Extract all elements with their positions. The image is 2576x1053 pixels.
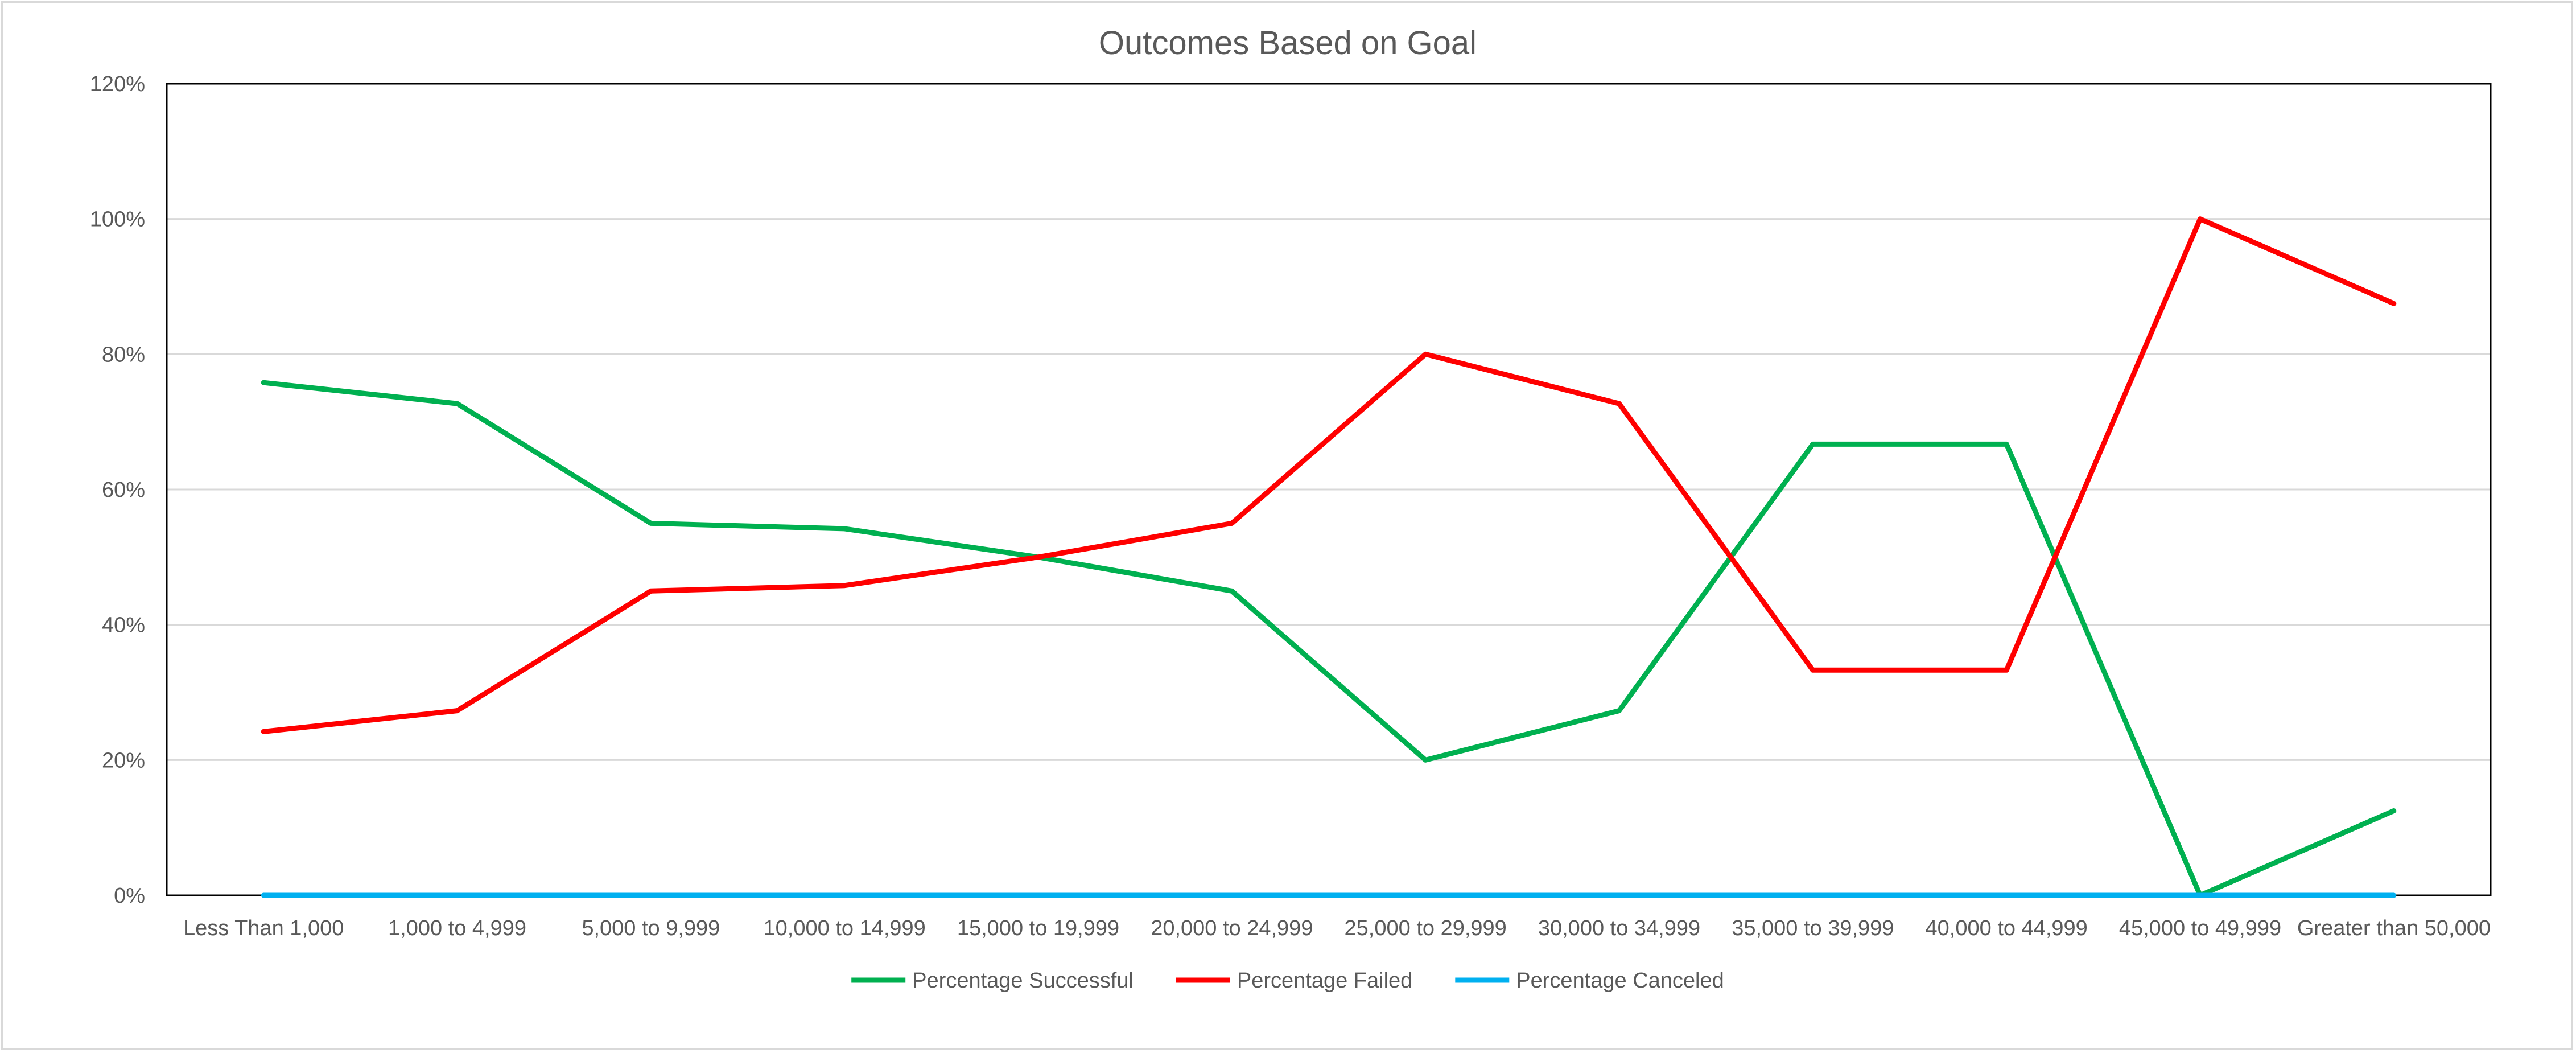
y-tick-label: 60%: [102, 478, 145, 502]
series-line: [261, 216, 2397, 734]
y-tick-label: 120%: [90, 72, 145, 96]
legend-label: Percentage Failed: [1237, 969, 1412, 993]
series-lines: [261, 216, 2397, 898]
y-tick-label: 20%: [102, 748, 145, 772]
y-tick-label: 0%: [114, 884, 145, 908]
series-line: [261, 380, 2397, 898]
x-tick-label: 35,000 to 39,999: [1732, 916, 1894, 940]
y-tick-label: 80%: [102, 343, 145, 367]
legend-label: Percentage Successful: [912, 969, 1134, 993]
x-tick-label: 40,000 to 44,999: [1926, 916, 2088, 940]
legend: Percentage Successful Percentage Failed Pe…: [851, 969, 1724, 993]
y-tick-label: 40%: [102, 614, 145, 637]
x-tick-label: Greater than 50,000: [2297, 916, 2491, 940]
x-tick-label: 10,000 to 14,999: [764, 916, 926, 940]
y-tick-label: 100%: [90, 208, 145, 232]
chart-title: Outcomes Based on Goal: [1099, 24, 1477, 61]
y-axis-ticks: 0% 20% 40% 60% 80% 100% 120%: [90, 72, 145, 908]
x-tick-label: 45,000 to 49,999: [2119, 916, 2281, 940]
x-tick-label: 30,000 to 34,999: [1538, 916, 1700, 940]
legend-label: Percentage Canceled: [1516, 969, 1724, 993]
x-tick-label: 5,000 to 9,999: [582, 916, 720, 940]
x-axis-ticks: Less Than 1,000 1,000 to 4,999 5,000 to 9,…: [183, 916, 2491, 940]
x-tick-label: 15,000 to 19,999: [957, 916, 1119, 940]
x-tick-label: 25,000 to 29,999: [1345, 916, 1507, 940]
x-tick-label: 1,000 to 4,999: [388, 916, 526, 940]
x-tick-label: 20,000 to 24,999: [1151, 916, 1313, 940]
x-tick-label: Less Than 1,000: [183, 916, 344, 940]
gridlines: [167, 83, 2491, 896]
